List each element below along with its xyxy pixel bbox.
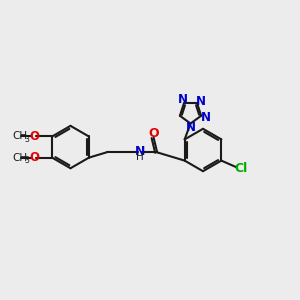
Text: O: O: [148, 127, 159, 140]
Text: H: H: [136, 152, 144, 162]
Text: CH: CH: [12, 153, 27, 163]
Text: N: N: [135, 145, 145, 158]
Text: Cl: Cl: [235, 162, 248, 175]
Text: 3: 3: [24, 135, 29, 144]
Text: 3: 3: [24, 156, 29, 165]
Text: CH: CH: [12, 131, 27, 142]
Text: O: O: [29, 151, 39, 164]
Text: N: N: [185, 121, 196, 134]
Text: N: N: [201, 111, 211, 124]
Text: O: O: [29, 130, 39, 143]
Text: N: N: [196, 95, 206, 108]
Text: N: N: [178, 93, 188, 106]
